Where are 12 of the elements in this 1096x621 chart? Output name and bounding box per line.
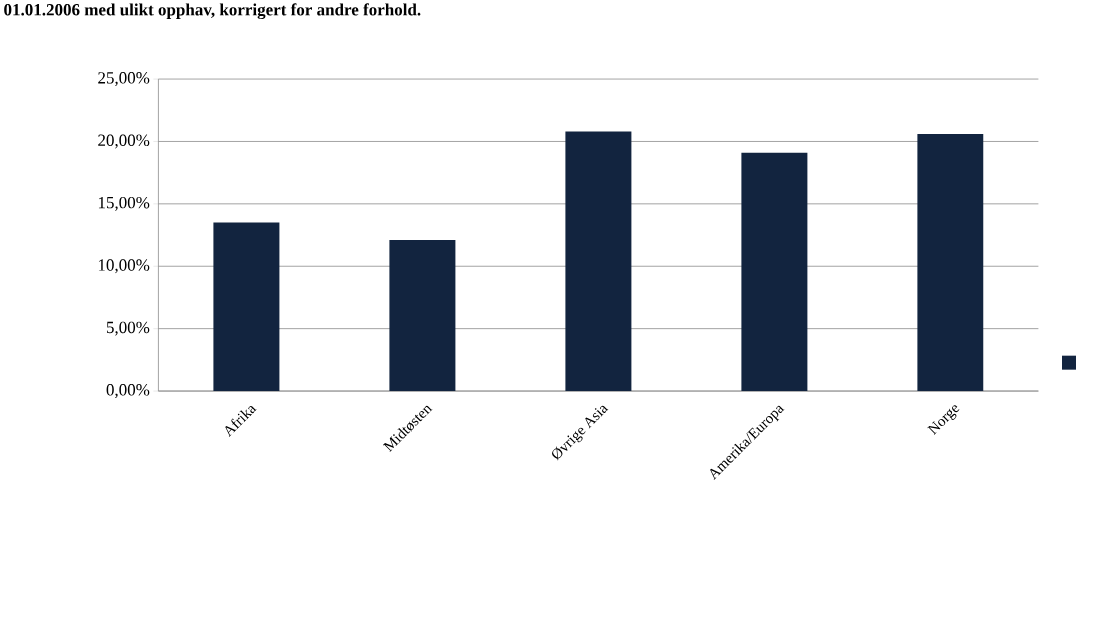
y-tick-label: 20,00% (98, 134, 150, 149)
y-tick-label: 25,00% (98, 72, 150, 87)
bar (213, 222, 280, 392)
y-tick-label: 10,00% (98, 259, 150, 274)
y-tick-label: 5,00% (106, 321, 150, 336)
y-tick-label: 15,00% (98, 197, 150, 211)
bar (565, 131, 632, 392)
chart-title: 01.01.2006 med ulikt opphav, korrigert for andre forhold. (4, 3, 421, 20)
y-tick-label: 0,00% (106, 384, 150, 399)
bar (917, 134, 984, 392)
bar (741, 152, 808, 392)
bar (389, 240, 456, 392)
